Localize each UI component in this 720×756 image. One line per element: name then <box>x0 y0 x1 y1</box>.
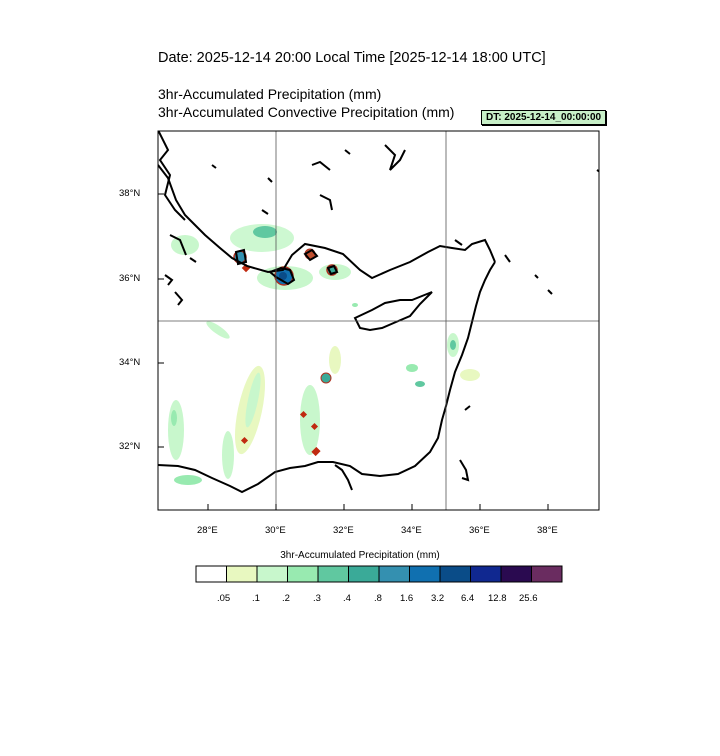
colorbar-box <box>256 565 288 583</box>
colorbar-title: 3hr-Accumulated Precipitation (mm) <box>280 550 440 561</box>
colorbar-level: 6.4 <box>461 593 475 604</box>
lon-label: 30°E <box>265 525 286 536</box>
colorbar-box <box>348 565 380 583</box>
cyprus <box>353 291 433 332</box>
colorbar-level: .4 <box>343 593 351 604</box>
colorbar-level: 1.6 <box>400 593 414 604</box>
grid-lines <box>158 131 599 510</box>
lon-label: 36°E <box>469 525 490 536</box>
colorbar-level: 3.2 <box>431 593 445 604</box>
colorbar-level: .2 <box>282 593 290 604</box>
colorbar-box <box>226 565 258 583</box>
colorbar-box <box>195 565 227 583</box>
colorbar-level: 25.6 <box>519 593 538 604</box>
colorbar-level: .05 <box>217 593 231 604</box>
colorbar <box>195 565 563 583</box>
lon-label: 28°E <box>197 525 218 536</box>
levant-coast <box>158 261 496 494</box>
dt-badge: DT: 2025-12-14_00:00:00 <box>481 110 607 125</box>
colorbar-box <box>287 565 319 583</box>
lat-label: 34°N <box>119 357 141 368</box>
colorbar-box <box>500 565 532 583</box>
lat-label: 36°N <box>119 273 141 284</box>
field-label-precip: 3hr-Accumulated Precipitation (mm) <box>158 86 382 102</box>
lat-label: 38°N <box>119 188 141 199</box>
turkey-coast <box>158 164 496 280</box>
colorbar-box <box>439 565 471 583</box>
map-frame <box>157 130 600 511</box>
axis-ticks <box>158 193 549 510</box>
colorbar-box <box>317 565 349 583</box>
colorbar-level: .1 <box>252 593 260 604</box>
colorbar-level: .3 <box>313 593 321 604</box>
colorbar-box <box>470 565 502 583</box>
precip-fields <box>168 224 480 485</box>
lon-label: 34°E <box>401 525 422 536</box>
colorbar-box <box>531 565 563 583</box>
colorbar-level: 12.8 <box>488 593 507 604</box>
colorbar-level: .8 <box>374 593 382 604</box>
field-label-convective: 3hr-Accumulated Convective Precipitation… <box>158 104 455 120</box>
lon-label: 38°E <box>537 525 558 536</box>
colorbar-box <box>409 565 441 583</box>
colorbar-box <box>378 565 410 583</box>
date-title: Date: 2025-12-14 20:00 Local Time [2025-… <box>158 50 546 66</box>
lon-label: 32°E <box>333 525 354 536</box>
lat-label: 32°N <box>119 441 141 452</box>
